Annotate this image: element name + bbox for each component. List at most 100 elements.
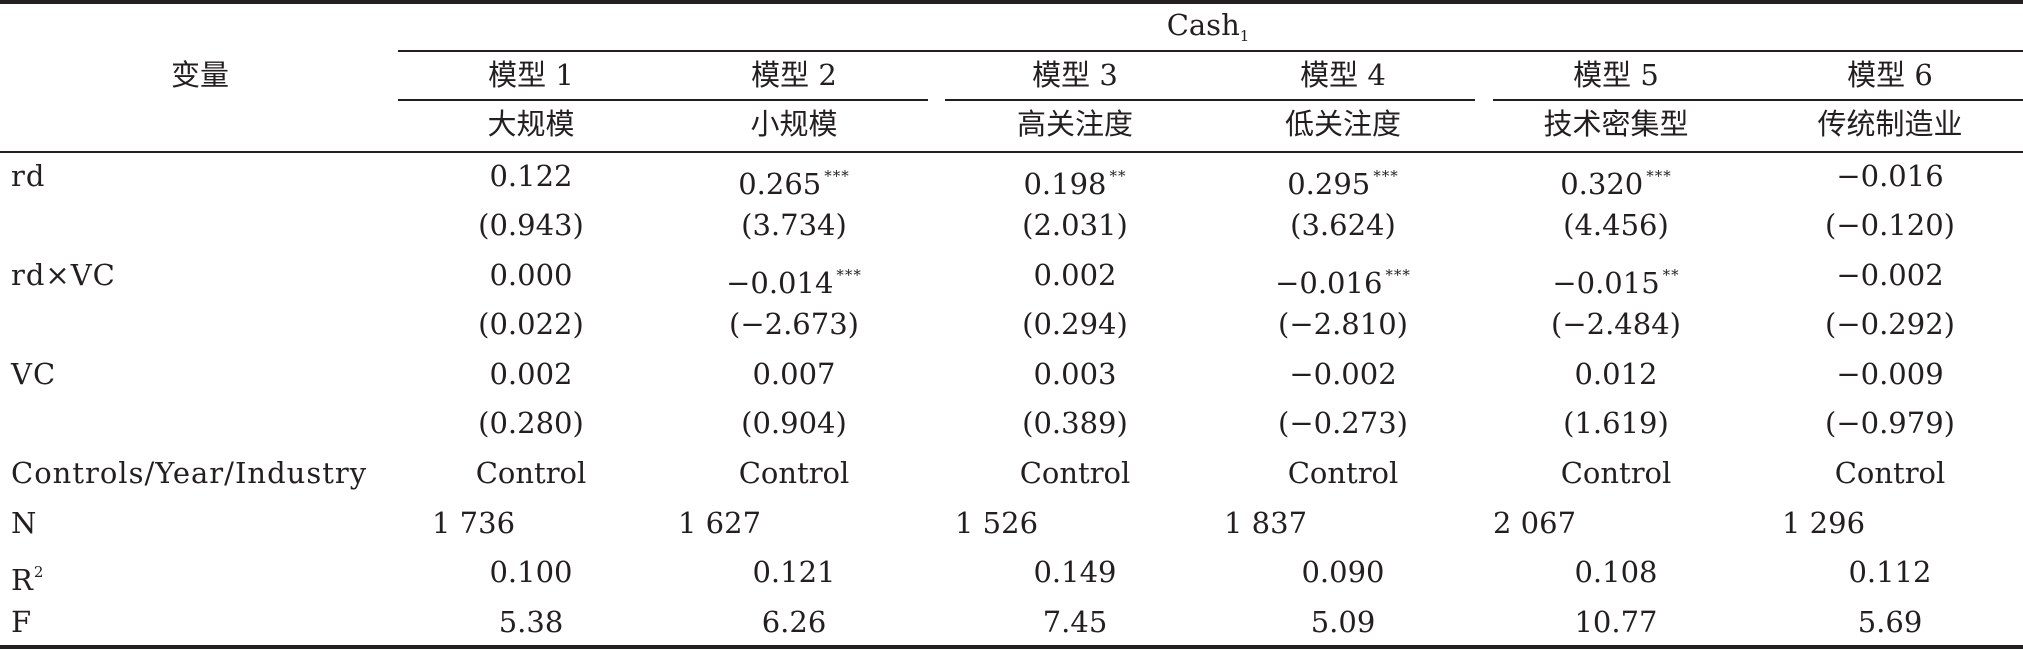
table-cell: Control [1288,456,1399,490]
table-cell: 0.295 *** [1287,159,1399,201]
table-cell: (0.294) [1022,307,1128,341]
row-label-superscript: 2 [33,563,45,581]
cell-value: 10.77 [1574,605,1658,639]
group-header-3: 高关注度 [1016,107,1134,141]
row-label-text: F [11,605,33,639]
cell-value: 0.002 [489,357,573,391]
cell-value: (3.734) [741,208,847,242]
table-cell: 0.012 [1574,357,1657,391]
table-cell: Control [476,456,587,490]
table-cell: −0.016 [1836,159,1943,193]
group-rule-1 [398,99,928,101]
row-label: F [11,605,32,639]
cell-value: 1 627 [678,506,762,540]
cell-value: 0.002 [1033,258,1117,292]
significance-stars: ** [1662,266,1680,284]
cell-value: (0.943) [478,208,584,242]
table-cell: (−2.484) [1551,307,1681,341]
cell-value: 0.121 [752,555,836,589]
significance-stars: ** [1109,167,1127,185]
cell-value: (−0.120) [1825,208,1955,242]
table-cell: (0.943) [478,208,584,242]
dep-var-label: Cash [1166,8,1240,42]
table-cell: −0.014 *** [726,258,862,300]
table-cell: (0.280) [478,406,584,440]
row-label: Controls/Year/Industry [11,456,367,490]
cell-value: (3.624) [1290,208,1396,242]
cell-value: Control [1834,456,1946,490]
table-cell: 2 067 [1493,506,1576,540]
row-label: R2 [11,555,44,597]
cell-value: (0.904) [741,406,847,440]
row-label: rd [11,159,45,193]
cell-value: 6.26 [761,605,827,639]
group-header-2: 小规模 [750,107,838,141]
cell-value: −0.002 [1836,258,1944,292]
cell-value: 1 296 [1782,506,1866,540]
cell-value: 0.198 [1023,167,1107,201]
table-cell: −0.002 [1836,258,1943,292]
table-cell: 1 526 [955,506,1038,540]
table-cell: 0.320 *** [1560,159,1672,201]
significance-stars: *** [1385,266,1411,284]
cell-value: −0.002 [1289,357,1397,391]
table-cell: 1 837 [1224,506,1307,540]
cell-value: (1.619) [1563,406,1669,440]
cell-value: (−0.292) [1825,307,1955,341]
table-cell: 1 296 [1782,506,1865,540]
table-cell: (0.022) [478,307,584,341]
cell-value: 0.003 [1033,357,1117,391]
table-cell: −0.009 [1836,357,1943,391]
cell-value: 0.007 [752,357,836,391]
significance-stars: *** [836,266,862,284]
table-cell: 0.000 [489,258,572,292]
table-cell: 0.149 [1033,555,1116,589]
table-cell: 0.003 [1033,357,1116,391]
table-cell: 10.77 [1574,605,1657,639]
table-cell: 0.265 *** [738,159,850,201]
bottom-rule [0,645,2023,649]
cell-value: Control [1560,456,1672,490]
table-cell: (0.389) [1022,406,1128,440]
table-cell: 0.198 ** [1023,159,1126,201]
dependent-variable-header: Cash1 [1167,8,1250,53]
cell-value: (−2.673) [729,307,859,341]
table-cell: Control [1020,456,1131,490]
table-cell: (−0.979) [1825,406,1955,440]
cell-value: 7.45 [1042,605,1108,639]
model-header-1: 模型 1 [488,58,574,92]
model-header-3: 模型 3 [1032,58,1118,92]
cell-value: (0.389) [1022,406,1128,440]
row-label-text: R [11,563,34,597]
cell-value: −0.014 [726,266,834,300]
cell-value: (−2.484) [1551,307,1681,341]
group-rule-3 [1493,99,2023,101]
row-label: N [11,506,37,540]
cell-value: Control [738,456,850,490]
significance-stars: *** [824,167,850,185]
cell-value: 1 526 [955,506,1039,540]
cell-value: 5.38 [498,605,564,639]
cell-value: Control [475,456,587,490]
cell-value: −0.015 [1552,266,1660,300]
cell-value: (0.294) [1022,307,1128,341]
table-cell: (3.734) [741,208,847,242]
table-cell: (2.031) [1022,208,1128,242]
cell-value: 0.012 [1574,357,1658,391]
cell-value: 1 837 [1224,506,1308,540]
cell-value: 1 736 [432,506,516,540]
table-cell: (3.624) [1290,208,1396,242]
table-cell: Control [1835,456,1946,490]
table-cell: 0.002 [1033,258,1116,292]
table-cell: (4.456) [1563,208,1669,242]
row-label-text: VC [11,357,57,391]
table-cell: Control [1561,456,1672,490]
top-rule [0,0,2023,4]
table-cell: −0.016 *** [1275,258,1411,300]
table-cell: Control [739,456,850,490]
variable-header-label: 变量 [170,58,230,92]
cell-value: 0.108 [1574,555,1658,589]
group-header-5: 技术密集型 [1543,107,1689,141]
table-cell: 0.007 [752,357,835,391]
cell-value: Control [1019,456,1131,490]
